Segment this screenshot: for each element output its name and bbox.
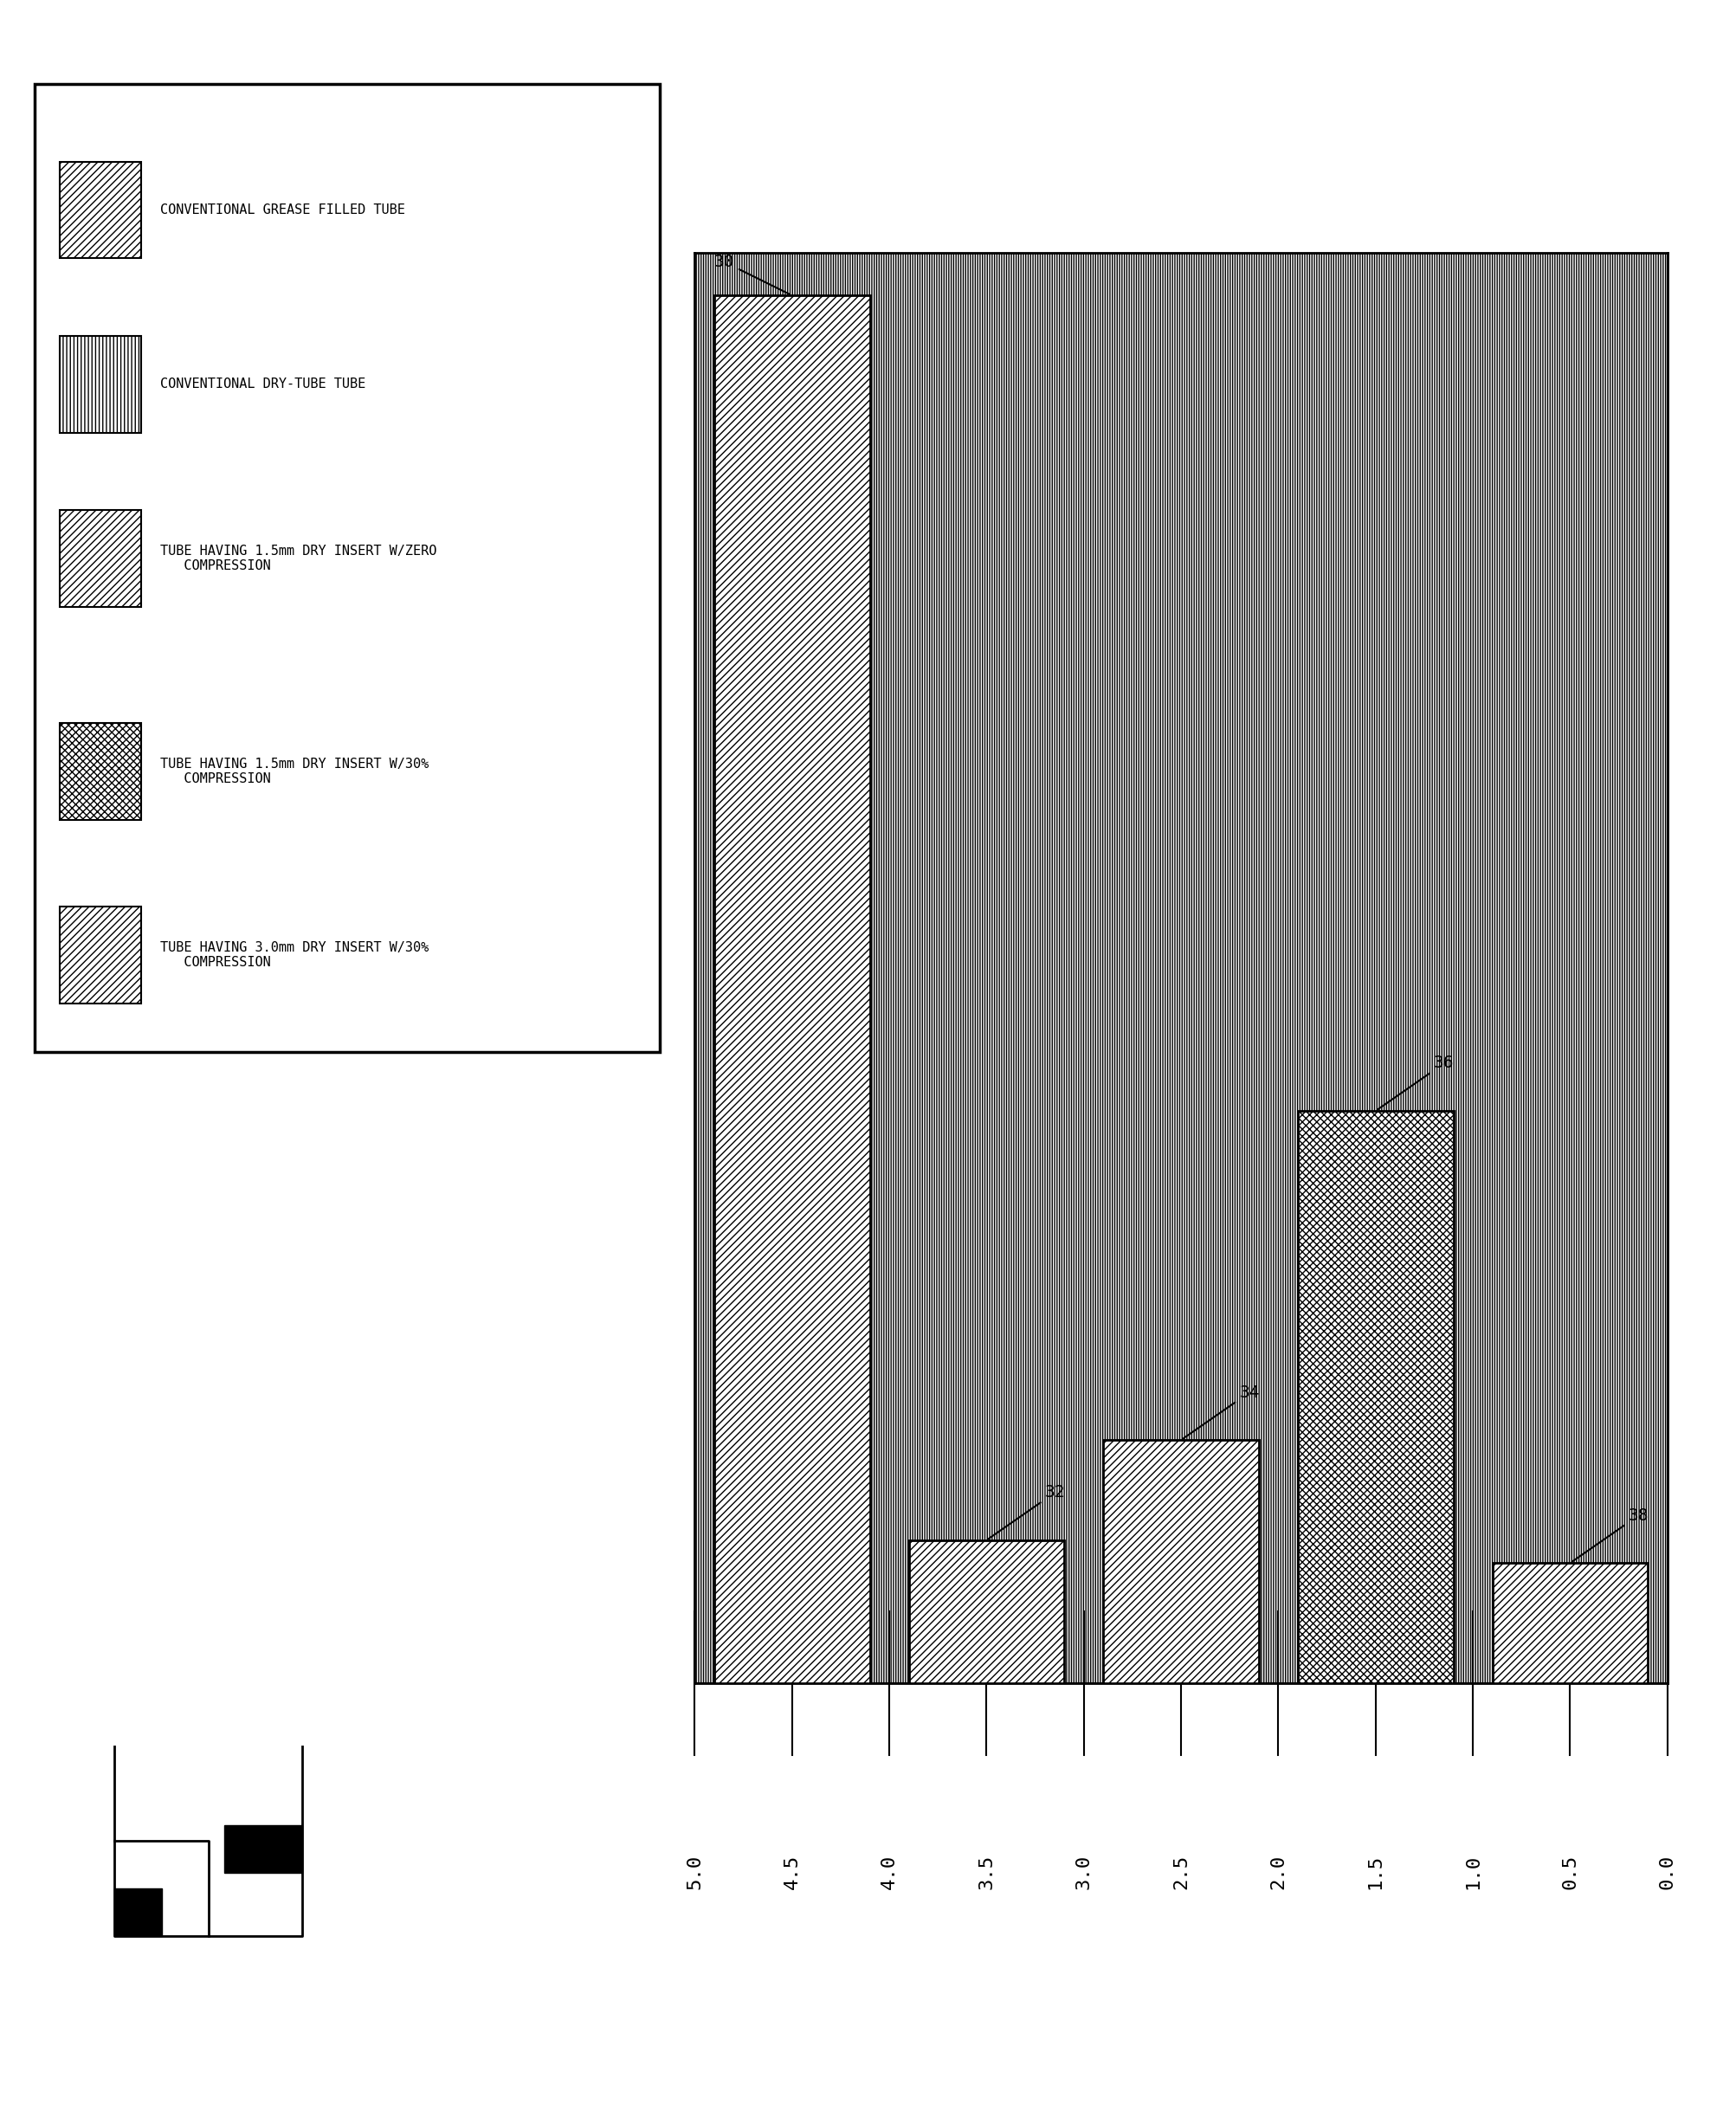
Text: 38: 38 [1571,1506,1647,1561]
Text: 3.0: 3.0 [1075,1856,1092,1889]
Text: CONVENTIONAL DRY-TUBE TUBE: CONVENTIONAL DRY-TUBE TUBE [160,379,365,391]
Bar [59,162,141,259]
Text: 0.5: 0.5 [1561,1856,1578,1889]
Text: 5.0: 5.0 [686,1856,703,1889]
Bar [59,337,141,433]
Text: 4.0: 4.0 [880,1856,898,1889]
Text: 32: 32 [988,1483,1064,1538]
Text: TUBE HAVING 1.5mm DRY INSERT W/ZERO
   COMPRESSION: TUBE HAVING 1.5mm DRY INSERT W/ZERO COMP… [160,545,436,572]
Text: 1.5: 1.5 [1366,1856,1384,1889]
Text: TUBE HAVING 3.0mm DRY INSERT W/30%
   COMPRESSION: TUBE HAVING 3.0mm DRY INSERT W/30% COMPR… [160,940,429,970]
Text: 2.0: 2.0 [1269,1856,1286,1889]
Bar [115,1889,161,1936]
Text: TUBE HAVING 1.5mm DRY INSERT W/30%
   COMPRESSION: TUBE HAVING 1.5mm DRY INSERT W/30% COMPR… [160,757,429,785]
Text: 34: 34 [1182,1384,1259,1439]
Bar [908,1540,1064,1683]
Bar [1491,1563,1647,1683]
Text: 1.0: 1.0 [1463,1856,1481,1889]
Text: 0.0: 0.0 [1658,1856,1675,1889]
Bar [224,1824,302,1873]
Bar [59,509,141,606]
Text: 2.5: 2.5 [1172,1856,1189,1889]
Text: 3.5: 3.5 [977,1856,995,1889]
Text: 36: 36 [1377,1054,1453,1109]
Text: 4.5: 4.5 [783,1856,800,1889]
Bar [59,907,141,1004]
Bar [713,295,870,1683]
Text: CONVENTIONAL GREASE FILLED TUBE: CONVENTIONAL GREASE FILLED TUBE [160,204,404,217]
Bar [1102,1439,1259,1683]
Text: 30: 30 [713,255,790,295]
Bar [59,724,141,821]
Bar [1297,1111,1453,1683]
